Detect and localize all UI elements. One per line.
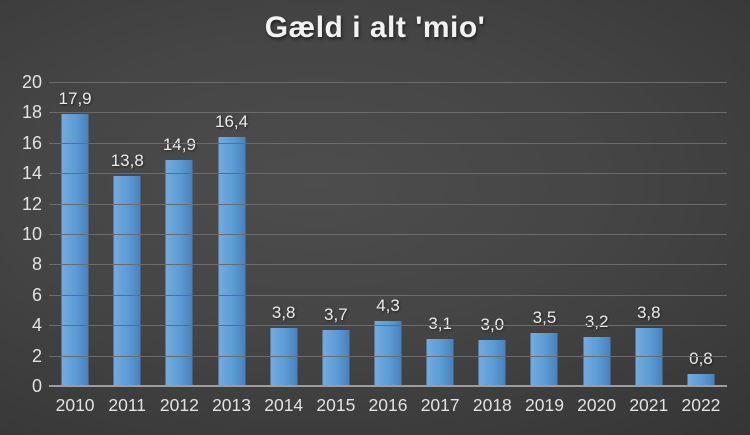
x-category-label: 2017 (420, 395, 460, 415)
x-category-label: 2015 (316, 395, 356, 415)
bar-value-label: 3,1 (428, 313, 452, 333)
bar (687, 373, 715, 386)
x-category-label: 2014 (264, 395, 304, 415)
x-axis-line (49, 385, 727, 387)
x-category-label: 2010 (55, 395, 95, 415)
x-category-label: 2021 (629, 395, 669, 415)
bar-slot: 17,9 2010 (49, 82, 101, 415)
y-tick-label: 20 (21, 72, 42, 92)
bar (218, 136, 246, 386)
bar (165, 159, 193, 386)
gridline (49, 112, 727, 114)
y-tick-label: 12 (21, 193, 42, 214)
bar-slot: 13,8 2011 (101, 82, 153, 415)
bar (322, 329, 350, 386)
y-tick-label: 6 (31, 284, 42, 305)
x-category-label: 2020 (577, 395, 617, 415)
gridline (49, 203, 727, 205)
x-category-label: 2022 (681, 395, 721, 415)
bar-slot: 3,5 2019 (518, 82, 570, 415)
bar (61, 113, 89, 386)
x-category-label: 2016 (368, 395, 408, 415)
bar-value-label: 0,8 (689, 348, 713, 368)
bar-slot: 3,8 2014 (258, 82, 310, 415)
y-tick-label: 10 (21, 224, 42, 244)
bar-slot: 3,8 2021 (623, 82, 675, 415)
gridline (49, 234, 727, 235)
bar-value-label: 3,2 (584, 312, 609, 332)
y-tick-label: 16 (21, 132, 42, 153)
bar-value-label: 3,7 (324, 304, 348, 324)
bar-slot: 0,8 2022 (675, 82, 727, 415)
gridline (49, 173, 727, 175)
bar-value-label: 3,0 (480, 315, 505, 335)
y-tick-label: 4 (31, 315, 42, 336)
bar (478, 340, 506, 386)
bar-slot: 3,1 2017 (414, 82, 466, 415)
bar-slot: 14,9 2012 (153, 82, 205, 415)
y-tick-label: 8 (31, 254, 42, 275)
gridline (49, 82, 727, 83)
plot-area: 17,9 2010 13,8 2011 14,9 2012 16,4 2013 3,8 2014 3… (49, 82, 727, 415)
y-tick-label: 2 (31, 345, 42, 366)
bar (426, 338, 454, 386)
bar-value-label: 14,9 (162, 134, 196, 154)
bar-slot: 3,7 2015 (310, 82, 362, 415)
x-category-label: 2019 (525, 395, 564, 415)
bar-slot: 3,0 2018 (466, 82, 518, 415)
chart-title: Gæld i alt 'mio' (264, 11, 486, 44)
bars-container: 17,9 2010 13,8 2011 14,9 2012 16,4 2013 3,8 2014 3… (49, 82, 727, 415)
y-tick-label: 14 (21, 163, 42, 184)
bar-value-label: 3,8 (271, 303, 296, 323)
gridline (49, 142, 727, 144)
bar-value-label: 4,3 (376, 295, 400, 315)
bar (113, 176, 141, 386)
bar-value-label: 17,9 (58, 88, 92, 108)
bar-value-label: 16,4 (215, 111, 249, 131)
x-category-label: 2013 (212, 395, 252, 415)
bar-slot: 4,3 2016 (362, 82, 414, 415)
bar-slot: 16,4 2013 (205, 82, 257, 415)
gridline (49, 325, 727, 327)
bar (530, 332, 558, 386)
bar-value-label: 3,8 (636, 303, 661, 323)
gridline (49, 355, 727, 357)
bar (583, 337, 611, 386)
gridline (49, 294, 727, 296)
y-tick-label: 0 (31, 376, 42, 396)
x-category-label: 2012 (159, 395, 199, 415)
bar (270, 328, 298, 386)
x-category-label: 2011 (108, 395, 147, 415)
bar-value-label: 13,8 (110, 151, 144, 171)
bar-value-label: 3,5 (532, 307, 557, 327)
x-category-label: 2018 (472, 395, 512, 415)
y-tick-label: 18 (21, 102, 42, 123)
bar-slot: 3,2 2020 (571, 82, 623, 415)
bar (635, 328, 663, 386)
bar (374, 320, 402, 386)
gridline (49, 264, 727, 266)
